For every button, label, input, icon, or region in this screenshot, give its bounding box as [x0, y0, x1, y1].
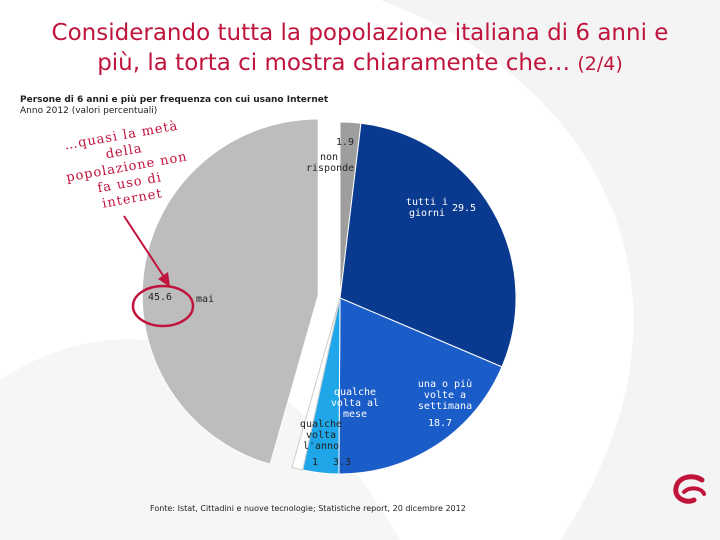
slice-value-label: 3.3	[333, 457, 352, 468]
title-line-2: più, la torta ci mostra chiaramente che……	[97, 50, 623, 76]
pie-slice	[339, 122, 517, 368]
slice-category-label: mai	[195, 294, 215, 305]
slice-value-label: 29.5	[452, 203, 477, 214]
slice-value-label: 45.6	[148, 292, 173, 303]
pie-slice	[141, 118, 319, 465]
source-note: Fonte: Istat, Cittadini e nuove tecnolog…	[150, 504, 466, 513]
pie-slice	[291, 297, 341, 471]
subtitle-line-2: Anno 2012 (valori percentuali)	[20, 106, 158, 116]
subtitle-line-1: Persone di 6 anni e più per frequenza co…	[20, 95, 329, 105]
logo-icon	[673, 474, 706, 504]
annotation-arrow	[123, 215, 167, 281]
slice-value-label: 18.7	[428, 418, 453, 429]
pie-slice	[338, 297, 503, 475]
slice-value-label: 1	[312, 457, 319, 468]
slice-category-label: una o più volte a settimana	[417, 379, 473, 412]
chart-subtitle: Persone di 6 anni e più per frequenza co…	[20, 95, 440, 117]
slice-category-label: qualche volta l'anno	[299, 419, 343, 452]
page-title: Considerando tutta la popolazione italia…	[0, 18, 720, 79]
title-page-indicator: (2/4)	[577, 53, 623, 75]
title-line-1: Considerando tutta la popolazione italia…	[51, 20, 669, 46]
slice-category-label: non risponde	[306, 152, 355, 174]
slice-value-label: 1.9	[336, 137, 355, 148]
highlight-circle	[131, 284, 195, 328]
slice-category-label: tutti i giorni	[405, 197, 449, 219]
slice-category-label: qualche volta al mese	[330, 387, 380, 420]
annotation-arrowhead	[158, 272, 170, 287]
